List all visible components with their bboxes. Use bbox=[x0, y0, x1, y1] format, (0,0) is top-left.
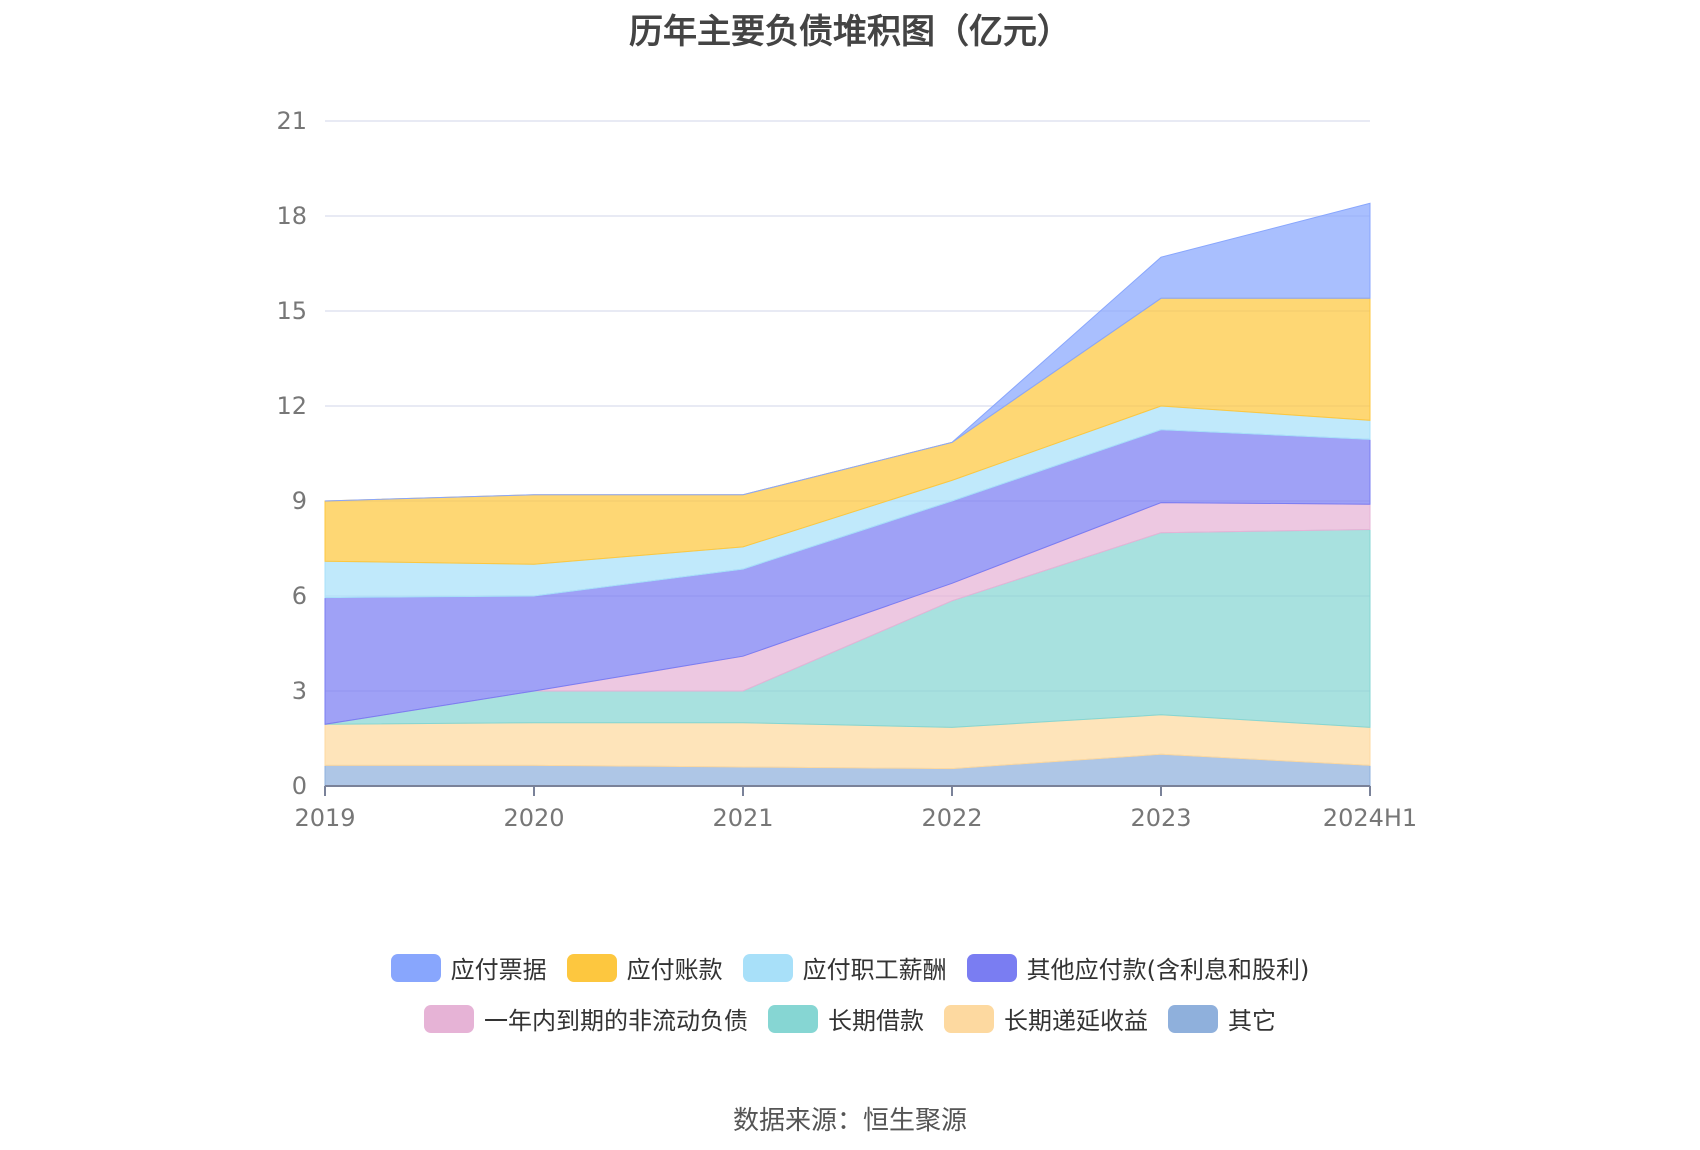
legend-item[interactable]: 长期借款 bbox=[768, 1001, 924, 1036]
legend-label: 其他应付款(含利息和股利) bbox=[1026, 956, 1310, 984]
legend-swatch bbox=[1168, 1004, 1218, 1033]
y-tick-label: 21 bbox=[276, 107, 307, 135]
legend-label: 长期借款 bbox=[828, 1007, 924, 1035]
legend-label: 应付账款 bbox=[626, 956, 723, 984]
area-应付票据 bbox=[324, 202, 1371, 502]
legend-swatch bbox=[768, 1004, 818, 1033]
area-series bbox=[324, 202, 1371, 787]
legend-swatch bbox=[424, 1004, 474, 1033]
legend-item[interactable]: 一年内到期的非流动负债 bbox=[424, 1001, 748, 1036]
legend-item[interactable]: 其它 bbox=[1168, 1001, 1276, 1036]
y-tick-label: 0 bbox=[292, 772, 307, 800]
x-tick-label: 2023 bbox=[1130, 804, 1191, 832]
chart-title: 历年主要负债堆积图（亿元） bbox=[629, 12, 1071, 52]
y-tick-label: 6 bbox=[292, 582, 307, 610]
legend-item[interactable]: 应付账款 bbox=[566, 950, 723, 985]
legend-label: 应付票据 bbox=[450, 956, 547, 984]
legend-label: 一年内到期的非流动负债 bbox=[484, 1007, 748, 1035]
legend-item[interactable]: 其他应付款(含利息和股利) bbox=[966, 950, 1310, 985]
legend-item[interactable]: 应付票据 bbox=[390, 950, 547, 985]
legend-swatch bbox=[944, 1004, 994, 1033]
legend-item[interactable]: 长期递延收益 bbox=[944, 1001, 1148, 1036]
x-tick-label: 2022 bbox=[921, 804, 982, 832]
legend-row: 一年内到期的非流动负债 长期借款 长期递延收益 其它 bbox=[0, 1001, 1700, 1036]
x-tick-label: 2021 bbox=[712, 804, 773, 832]
legend-swatch bbox=[566, 953, 617, 982]
y-tick-label: 15 bbox=[276, 297, 307, 325]
x-tick-label: 2020 bbox=[503, 804, 564, 832]
legend-label: 其它 bbox=[1228, 1007, 1276, 1035]
legend-label: 应付职工薪酬 bbox=[802, 956, 947, 984]
x-tick-label: 2024H1 bbox=[1323, 804, 1417, 832]
y-tick-label: 3 bbox=[292, 677, 307, 705]
y-tick-label: 18 bbox=[276, 202, 307, 230]
legend: 应付票据 应付账款 应付职工薪酬 其他应付款(含利息和股利) 一年内到期的非流动负债 长… bbox=[0, 950, 1700, 1052]
y-tick-label: 12 bbox=[276, 392, 307, 420]
source-note: 数据来源：恒生聚源 bbox=[732, 1106, 967, 1136]
legend-row: 应付票据 应付账款 应付职工薪酬 其他应付款(含利息和股利) bbox=[0, 950, 1700, 985]
legend-swatch bbox=[742, 953, 793, 982]
axes: 0 3 6 9 12 15 18 21 2019 2020 2021 2022 2023 2024H1 bbox=[276, 107, 1417, 832]
legend-item[interactable]: 应付职工薪酬 bbox=[742, 950, 947, 985]
y-tick-label: 9 bbox=[292, 487, 307, 515]
x-tick-label: 2019 bbox=[294, 804, 355, 832]
legend-label: 长期递延收益 bbox=[1004, 1007, 1148, 1035]
legend-swatch bbox=[966, 953, 1017, 982]
legend-swatch bbox=[390, 953, 441, 982]
